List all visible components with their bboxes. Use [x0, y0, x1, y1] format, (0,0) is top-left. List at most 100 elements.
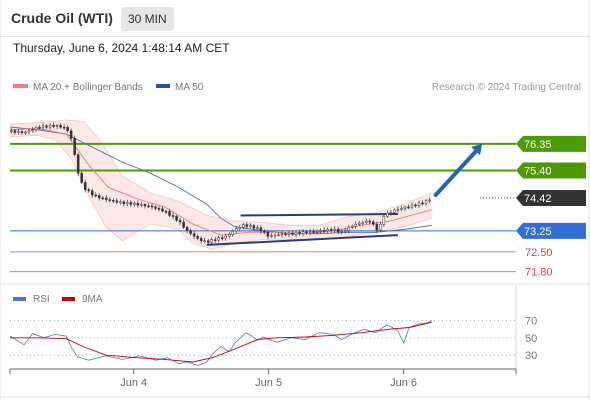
resistance-level-label-76.35: 76.35	[524, 139, 552, 151]
candle	[80, 170, 83, 185]
candle	[287, 230, 291, 238]
candle	[112, 198, 115, 204]
candle-body	[242, 224, 245, 228]
ma20-line	[9, 127, 432, 236]
candle	[312, 228, 315, 234]
candle	[94, 192, 97, 198]
legend-price: MA 20 + Bollinger Bands MA 50 Research ©…	[13, 82, 581, 93]
candle-body	[147, 205, 150, 208]
candle-body	[217, 237, 220, 241]
candle	[410, 202, 414, 210]
candle-body	[17, 131, 20, 133]
resistance-level-badge-76.35	[516, 135, 586, 152]
candle-body	[414, 204, 417, 207]
candle	[115, 197, 119, 205]
candle	[375, 221, 379, 233]
candle	[150, 203, 154, 210]
candle-body	[389, 212, 393, 214]
candle	[161, 206, 164, 213]
research-credit: Research © 2024 Trading Central	[432, 82, 581, 93]
candle	[396, 206, 400, 213]
candle-body	[347, 226, 350, 231]
ma50-legend-swatch	[156, 84, 170, 88]
candle	[213, 236, 217, 243]
candle-body	[382, 215, 386, 225]
candle	[157, 205, 161, 212]
candle-body	[291, 232, 294, 235]
candle-body	[358, 222, 361, 225]
candle-body	[319, 230, 322, 232]
candle	[17, 128, 20, 135]
candle-body	[38, 127, 41, 129]
candle-body	[76, 154, 80, 174]
candle-body	[20, 131, 24, 133]
candle-body	[171, 215, 175, 217]
candle-body	[235, 228, 238, 232]
candle	[270, 233, 273, 238]
candle	[178, 217, 182, 225]
candle	[245, 221, 249, 230]
candle-body	[41, 125, 45, 128]
candle-body	[31, 129, 34, 131]
candle-body	[182, 221, 185, 228]
candle	[294, 230, 298, 238]
candle-body	[400, 208, 403, 210]
candle	[203, 237, 206, 243]
candle-body	[365, 220, 368, 223]
candle-body	[45, 125, 48, 128]
candle	[24, 130, 27, 136]
candle-body	[105, 197, 108, 200]
candle-body	[386, 212, 389, 217]
candle-body	[108, 199, 112, 201]
candle	[263, 229, 266, 235]
candle	[133, 201, 136, 207]
candle	[83, 179, 87, 193]
candle-body	[213, 239, 217, 241]
candle-body	[312, 231, 315, 233]
candle-body	[210, 239, 213, 243]
candle-body	[73, 138, 76, 155]
candle-body	[263, 230, 266, 233]
rsi-panel: 70 50 30	[9, 316, 537, 366]
current-level-label-74.42: 74.42	[524, 193, 552, 205]
candle-body	[140, 204, 143, 206]
candle-body	[164, 210, 168, 213]
candle-body	[126, 202, 129, 204]
timeframe-button[interactable]: 30 MIN	[121, 7, 174, 31]
candle	[326, 227, 329, 234]
pivot-level-badge-73.25	[516, 222, 586, 239]
candle-body	[340, 231, 343, 233]
candle-body	[238, 227, 242, 229]
candle	[140, 201, 143, 208]
candle	[217, 235, 220, 243]
candle	[66, 125, 69, 133]
candle-body	[372, 221, 375, 225]
candle	[143, 202, 147, 209]
candle	[351, 224, 354, 229]
candle-body	[129, 202, 133, 205]
candle-body	[185, 227, 189, 231]
candle	[358, 220, 361, 227]
candle	[407, 204, 410, 210]
candle-body	[83, 182, 87, 191]
candle	[336, 226, 340, 235]
candle-body	[55, 125, 59, 127]
ma20-legend-label: MA 20 + Bollinger Bands	[33, 82, 143, 93]
candle-body	[326, 229, 329, 232]
candle-body	[277, 234, 280, 236]
candle	[343, 227, 347, 234]
candle-body	[249, 225, 252, 227]
channel-lower-line	[206, 234, 398, 246]
x-axis-label-Jun-4: Jun 4	[120, 377, 147, 389]
candle-body	[368, 220, 372, 223]
candle	[333, 226, 336, 233]
candle	[38, 124, 41, 130]
candle	[192, 230, 196, 239]
candle	[400, 205, 403, 212]
candle	[164, 209, 168, 215]
candle	[417, 200, 421, 209]
candle	[305, 229, 308, 235]
candle-body	[175, 216, 178, 221]
rsi-legend-swatch	[13, 297, 26, 301]
candle-body	[305, 231, 308, 234]
